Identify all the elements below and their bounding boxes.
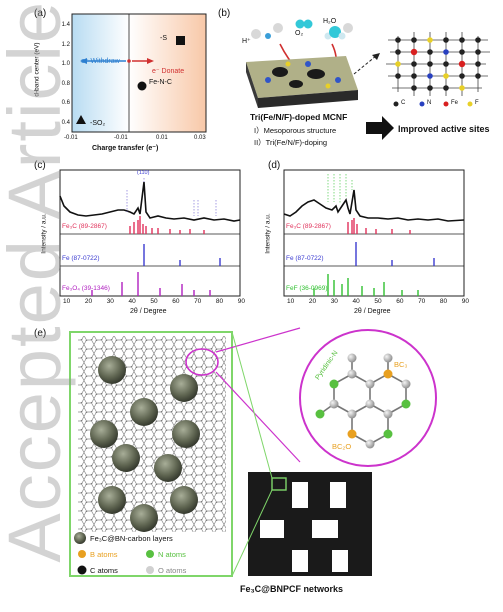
panel-c: (c) [34, 160, 252, 320]
panel-d-xlabel: 2θ / Degree [354, 308, 391, 315]
panel-d-xrd-curve [283, 189, 465, 222]
panel-d-ylabel: Intensity / a.u. [264, 213, 272, 254]
network-label: Fe₃C@BNPCF networks [240, 584, 343, 594]
point-S-label: -S [160, 35, 167, 42]
panel-b-label: (b) [218, 8, 231, 19]
panel-c-plot [59, 169, 241, 297]
panel-a-label: (a) [34, 8, 47, 19]
point-SO2-label: -SO₂ [90, 120, 106, 127]
panel-a-yticks: 1.4 1.2 1.0 0.8 0.6 0.4 [61, 22, 70, 126]
point-FeNC-label: Fe-N-C [149, 79, 172, 86]
panel-d: (d) [262, 160, 498, 320]
fe3c-sphere [98, 356, 126, 384]
panel-b: (b) [218, 0, 500, 160]
panel-a-plot [71, 13, 207, 133]
panel-e: (e) [34, 322, 500, 612]
panel-c-xlabel: 2θ / Degree [130, 308, 167, 315]
panel-c-xrd-curve [59, 181, 241, 222]
panel-a: (a) e⁻ Withdraw e⁻ Donate -S Fe-N-C -SO₂… [34, 0, 209, 160]
panel-c-xticks: 10 20 30 40 50 60 70 80 90 [63, 298, 245, 305]
panel-d-label: (d) [268, 160, 281, 171]
panel-e-scheme [69, 327, 437, 577]
bnpcf-network [231, 331, 372, 577]
panel-c-ylabel: Intensity / a.u. [40, 213, 48, 254]
panel-e-label: (e) [34, 328, 47, 339]
lattice-atoms [395, 37, 481, 91]
point-FeNC [137, 81, 147, 91]
panel-b-result: Improved active sites [398, 124, 490, 134]
panel-d-plot [283, 169, 465, 297]
panel-d-xticks: 10 20 30 40 50 60 70 80 90 [287, 298, 469, 305]
point-SO2 [76, 115, 86, 124]
point-S [176, 36, 185, 45]
panel-a-ylabel: d-band center (eV) [33, 42, 41, 97]
doped-lattice [386, 32, 490, 96]
withdraw-label: e⁻ Withdraw [81, 58, 120, 65]
network-frame [69, 331, 233, 577]
panel-b-scheme [246, 19, 490, 140]
donate-label: e⁻ Donate [152, 68, 185, 75]
zoom-circle [299, 329, 437, 467]
panel-c-label: (c) [34, 160, 46, 171]
panel-a-xlabel: Charge transfer (e⁻) [92, 145, 159, 152]
panel-b-title: Tri(Fe/N/F)-doped MCNF [250, 112, 348, 122]
